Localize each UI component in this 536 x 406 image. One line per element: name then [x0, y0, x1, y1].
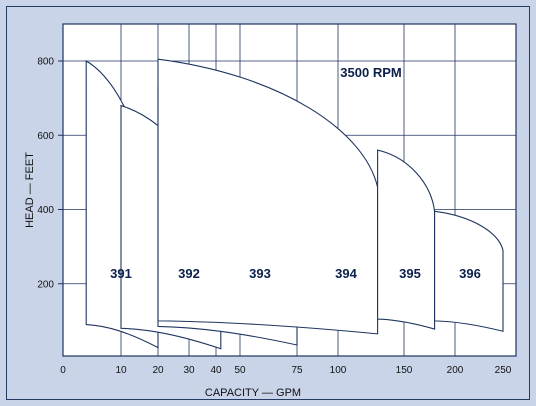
- rpm-annotation: 3500 RPM: [340, 65, 401, 80]
- y-axis-title: HEAD — FEET: [24, 152, 36, 228]
- pump-model-label: 393: [249, 266, 271, 281]
- y-tick-label: 200: [37, 279, 54, 290]
- pump-model-label: 395: [399, 266, 421, 281]
- x-tick-label: 50: [234, 365, 246, 376]
- y-tick-label: 600: [37, 131, 54, 142]
- x-tick-label: 0: [60, 365, 66, 376]
- x-tick-label: 10: [115, 365, 127, 376]
- x-tick-label: 75: [291, 365, 303, 376]
- y-tick-label: 800: [37, 57, 54, 68]
- pump-model-label: 396: [459, 266, 481, 281]
- x-tick-label: 20: [152, 365, 164, 376]
- x-tick-label: 30: [183, 365, 195, 376]
- pump-model-label: 392: [178, 266, 200, 281]
- x-axis-title: CAPACITY — GPM: [205, 387, 301, 399]
- x-tick-label: 150: [396, 365, 413, 376]
- x-tick-label: 100: [330, 365, 347, 376]
- pump-model-label: 394: [335, 266, 357, 281]
- pump-curve-396: [434, 210, 504, 332]
- x-tick-label: 200: [447, 365, 464, 376]
- x-tick-label: 250: [495, 365, 512, 376]
- y-tick-label: 400: [37, 205, 54, 216]
- pump-model-label: 391: [110, 266, 132, 281]
- x-tick-label: 40: [210, 365, 222, 376]
